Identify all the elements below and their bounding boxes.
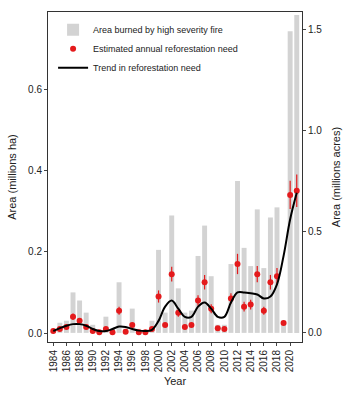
svg-text:2014: 2014 (245, 350, 256, 373)
svg-text:1998: 1998 (140, 350, 151, 373)
svg-text:0.4: 0.4 (28, 165, 42, 176)
svg-text:1996: 1996 (126, 350, 137, 373)
svg-text:Year: Year (164, 375, 187, 387)
svg-text:Area (millions ha): Area (millions ha) (6, 134, 18, 220)
svg-text:Area (millions acres): Area (millions acres) (330, 127, 342, 227)
svg-text:1.5: 1.5 (308, 24, 322, 35)
svg-text:1990: 1990 (87, 350, 98, 373)
svg-text:Estimated annual reforestation: Estimated annual reforestation need (93, 44, 238, 54)
svg-text:2006: 2006 (192, 350, 203, 373)
svg-text:2012: 2012 (232, 350, 243, 373)
svg-text:0.2: 0.2 (28, 246, 42, 257)
svg-text:1994: 1994 (113, 350, 124, 373)
svg-text:2002: 2002 (166, 350, 177, 373)
svg-text:1984: 1984 (48, 350, 59, 373)
svg-text:0.0: 0.0 (28, 328, 42, 339)
svg-text:2020: 2020 (284, 350, 295, 373)
svg-text:2008: 2008 (205, 350, 216, 373)
svg-text:1986: 1986 (61, 350, 72, 373)
svg-text:Trend in reforestation need: Trend in reforestation need (93, 63, 201, 73)
svg-text:2000: 2000 (153, 350, 164, 373)
svg-text:2004: 2004 (179, 350, 190, 373)
svg-text:1992: 1992 (100, 350, 111, 373)
svg-text:2010: 2010 (219, 350, 230, 373)
svg-text:0.6: 0.6 (28, 84, 42, 95)
svg-text:1.0: 1.0 (308, 125, 322, 136)
svg-text:0.5: 0.5 (308, 226, 322, 237)
svg-text:2018: 2018 (271, 350, 282, 373)
svg-text:Area burned by high severity f: Area burned by high severity fire (93, 25, 223, 35)
svg-text:1988: 1988 (74, 350, 85, 373)
svg-text:0.0: 0.0 (308, 327, 322, 338)
svg-text:2016: 2016 (258, 350, 269, 373)
